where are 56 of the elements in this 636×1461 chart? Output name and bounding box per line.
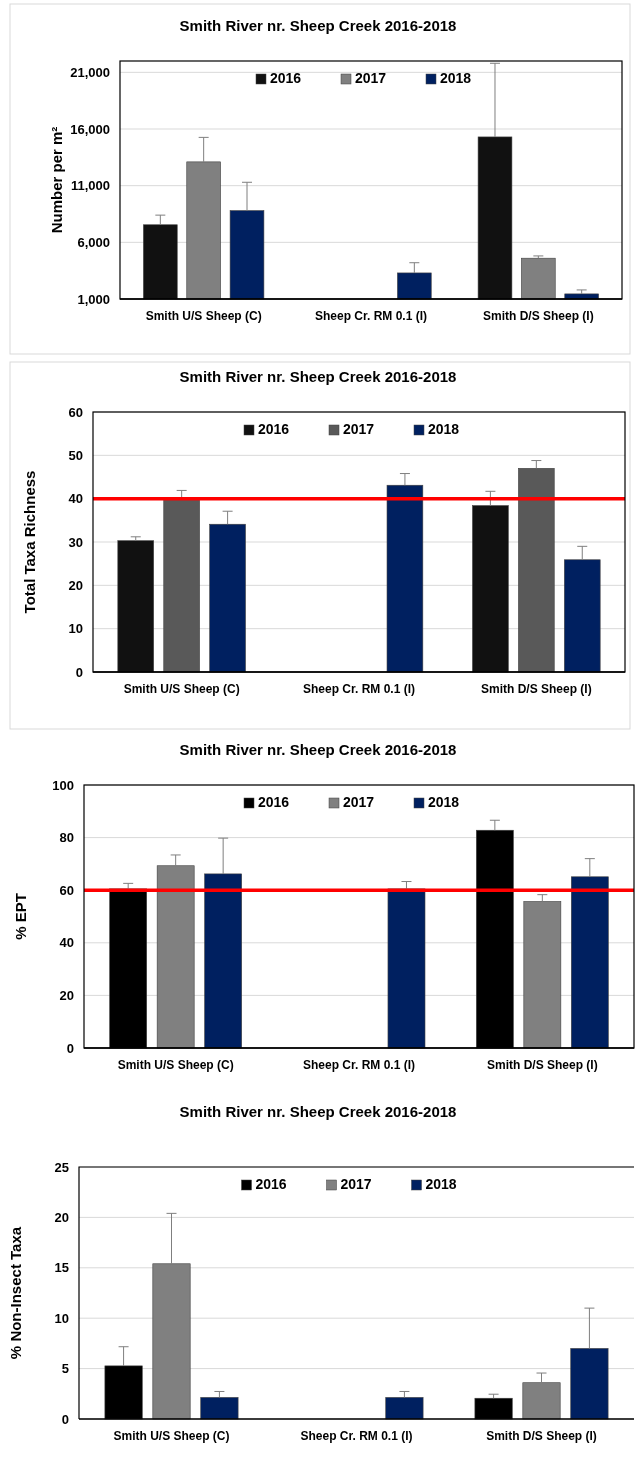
legend-label: 2018: [428, 421, 460, 437]
y-tick-label: 80: [59, 830, 74, 846]
y-tick-label: 0: [66, 1040, 74, 1056]
x-tick-label: Smith U/S Sheep (C): [123, 681, 240, 696]
legend-label: 2016: [258, 421, 290, 437]
legend-label: 2016: [258, 794, 290, 810]
y-tick-label: 6,000: [77, 234, 110, 250]
x-tick-label: Smith U/S Sheep (C): [145, 308, 262, 323]
y-tick-label: 20: [59, 988, 74, 1004]
y-tick-label: 0: [61, 1411, 69, 1427]
y-tick-label: 10: [54, 1310, 69, 1326]
y-tick-label: 60: [68, 404, 83, 420]
y-axis-title: % Non-Insect Taxa: [7, 1226, 24, 1360]
y-tick-label: 30: [68, 534, 83, 550]
x-tick-label: Sheep Cr. RM 0.1 (I): [302, 681, 416, 696]
y-tick-label: 60: [59, 882, 74, 898]
legend-label: 2017: [343, 794, 375, 810]
y-tick-label: 0: [75, 664, 83, 680]
y-axis-title: % EPT: [12, 893, 29, 940]
legend-label: 2016: [255, 1176, 287, 1192]
y-tick-label: 10: [68, 621, 83, 637]
legend-label: 2018: [428, 794, 460, 810]
chart-title: Smith River nr. Sheep Creek 2016-2018: [179, 1103, 457, 1120]
x-tick-label: Smith D/S Sheep (I): [480, 681, 592, 696]
y-tick-label: 20: [68, 577, 83, 593]
y-tick-label: 16,000: [70, 121, 110, 137]
y-tick-label: 40: [59, 935, 74, 951]
y-axis-title: Total Taxa Richness: [21, 470, 38, 614]
x-tick-label: Sheep Cr. RM 0.1 (I): [302, 1057, 416, 1072]
y-tick-label: 11,000: [70, 178, 110, 194]
x-tick-label: Smith D/S Sheep (I): [486, 1428, 597, 1443]
y-tick-label: 5: [61, 1361, 69, 1377]
legend-label: 2018: [425, 1176, 457, 1192]
y-tick-label: 20: [54, 1210, 69, 1226]
y-tick-label: 21,000: [70, 64, 110, 80]
chart-title: Smith River nr. Sheep Creek 2016-2018: [179, 368, 457, 385]
chart-title: Smith River nr. Sheep Creek 2016-2018: [179, 741, 457, 758]
y-tick-label: 40: [68, 491, 83, 507]
y-tick-label: 1,000: [77, 291, 110, 307]
legend-label: 2018: [440, 70, 472, 86]
x-tick-label: Smith D/S Sheep (I): [486, 1057, 598, 1072]
y-tick-label: 25: [54, 1159, 69, 1175]
y-tick-label: 100: [52, 777, 74, 793]
x-tick-label: Sheep Cr. RM 0.1 (I): [300, 1428, 413, 1443]
legend-label: 2017: [340, 1176, 372, 1192]
x-tick-label: Smith U/S Sheep (C): [113, 1428, 230, 1443]
x-tick-label: Smith D/S Sheep (I): [482, 308, 594, 323]
x-tick-label: Sheep Cr. RM 0.1 (I): [314, 308, 428, 323]
y-tick-label: 15: [54, 1260, 69, 1276]
y-tick-label: 50: [68, 447, 83, 463]
legend-label: 2016: [270, 70, 302, 86]
legend-label: 2017: [355, 70, 387, 86]
y-axis-title: Number per m²: [48, 126, 65, 234]
chart-title: Smith River nr. Sheep Creek 2016-2018: [179, 17, 457, 34]
x-tick-label: Smith U/S Sheep (C): [117, 1057, 234, 1072]
legend-label: 2017: [343, 421, 375, 437]
